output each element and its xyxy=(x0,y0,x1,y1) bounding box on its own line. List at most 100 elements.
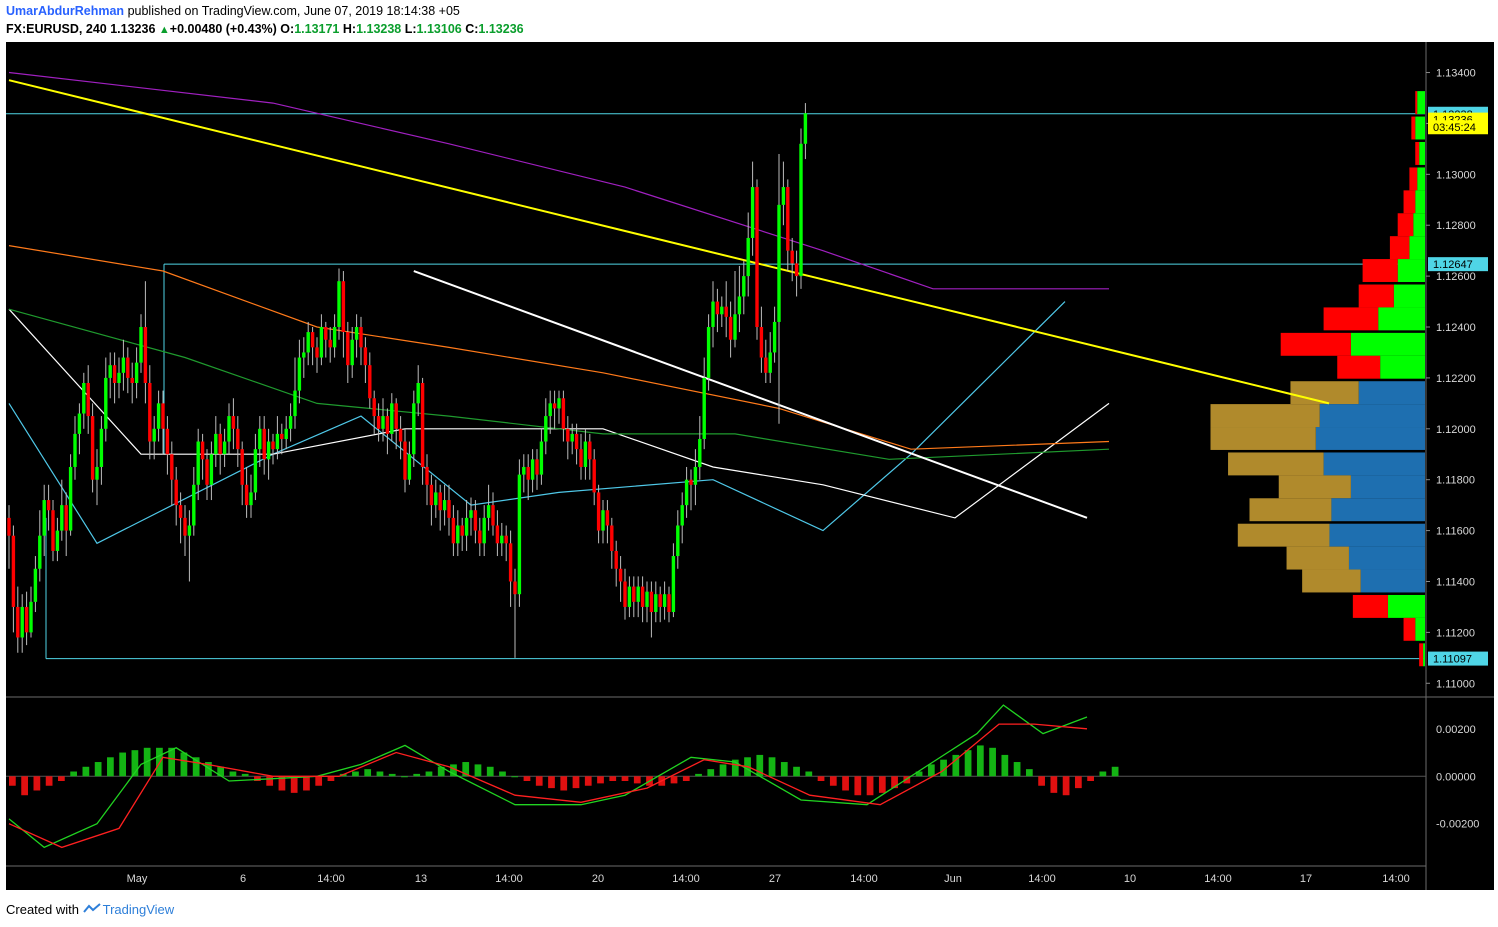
candle-down xyxy=(561,398,566,429)
y-tick-label: 1.12400 xyxy=(1436,322,1476,334)
macd-histogram-bar xyxy=(303,776,310,791)
macd-histogram-bar xyxy=(597,776,604,784)
candle-up xyxy=(601,510,605,531)
candle-up xyxy=(702,377,706,439)
candle-down xyxy=(451,517,456,544)
candle-down xyxy=(596,492,601,531)
macd-histogram-bar xyxy=(1111,766,1119,777)
candle-down xyxy=(183,517,187,536)
volume-profile-bar xyxy=(1348,546,1425,570)
candle-up xyxy=(214,433,218,455)
candle-up xyxy=(456,525,460,544)
volume-profile-bar xyxy=(1397,259,1425,282)
volume-profile-bar xyxy=(1362,259,1398,282)
macd-histogram-bar xyxy=(805,771,813,777)
macd-histogram-bar xyxy=(903,776,911,784)
candle-up xyxy=(768,352,772,373)
macd-histogram-bar xyxy=(609,776,617,781)
candle-down xyxy=(398,428,403,442)
author-link[interactable]: UmarAbdurRehman xyxy=(6,4,125,18)
candle-down xyxy=(605,510,610,526)
macd-histogram-bar xyxy=(180,752,188,777)
y-tick-label: 1.13400 xyxy=(1436,68,1476,80)
x-tick-label: 27 xyxy=(769,873,781,885)
high-value: 1.13238 xyxy=(356,22,402,36)
macd-histogram-bar xyxy=(290,776,298,793)
candle-up xyxy=(781,187,786,205)
up-arrow-icon: ▲ xyxy=(158,24,170,36)
macd-line xyxy=(8,704,1088,849)
macd-histogram-bar xyxy=(633,776,641,784)
macd-histogram-bar xyxy=(58,776,65,781)
volume-profile-bar xyxy=(1329,523,1425,547)
y-tick-label: 1.12600 xyxy=(1436,271,1476,283)
candle-down xyxy=(271,441,275,450)
candle-up xyxy=(416,382,420,404)
low-label: L: xyxy=(404,22,417,36)
macd-histogram-bar xyxy=(1013,762,1021,777)
macd-histogram-bar xyxy=(1062,776,1070,796)
macd-histogram-bar xyxy=(94,762,102,777)
candle-up xyxy=(73,433,77,467)
macd-histogram-bar xyxy=(364,769,372,777)
candle-up xyxy=(134,362,139,383)
macd-histogram-bar xyxy=(425,771,433,777)
candle-up xyxy=(464,517,469,536)
candle-up xyxy=(227,416,231,442)
macd-histogram-bar xyxy=(1001,754,1009,777)
macd-histogram-bar xyxy=(1025,769,1033,777)
candle-down xyxy=(566,428,570,442)
candle-down xyxy=(794,263,799,277)
ma-orange-line xyxy=(8,245,1110,450)
candle-up xyxy=(95,466,99,480)
macd-histogram-bar xyxy=(1087,776,1094,781)
tradingview-logo-icon xyxy=(82,903,101,913)
x-tick-label: 14:00 xyxy=(1028,873,1056,885)
volume-profile-bar xyxy=(1417,167,1425,191)
candle-up xyxy=(381,416,385,429)
candle-down xyxy=(240,449,244,485)
macd-tick-label: 0.00200 xyxy=(1436,724,1476,736)
macd-histogram-bar xyxy=(107,757,114,777)
candle-up xyxy=(654,594,658,613)
candle-up xyxy=(209,454,214,485)
candle-up xyxy=(77,413,82,434)
candle-down xyxy=(473,510,478,531)
candle-up xyxy=(517,474,522,595)
price-chart[interactable]: 1.134001.132001.130001.128001.126001.124… xyxy=(6,42,1494,890)
candle-down xyxy=(618,568,623,582)
macd-histogram-bar xyxy=(9,776,16,786)
candle-down xyxy=(200,441,205,460)
tradingview-link[interactable]: TradingView xyxy=(102,902,175,917)
candle-up xyxy=(671,556,676,613)
macd-histogram-bar xyxy=(205,762,212,777)
macd-histogram-bar xyxy=(584,776,592,786)
candle-down xyxy=(588,441,592,460)
volume-profile-bar xyxy=(1358,284,1394,308)
symbol-label[interactable]: FX:EURUSD, 240 xyxy=(6,22,107,36)
low-value: 1.13106 xyxy=(416,22,462,36)
macd-histogram-bar xyxy=(976,745,984,777)
candle-down xyxy=(614,550,618,569)
macd-histogram-bar xyxy=(1050,776,1058,793)
candle-down xyxy=(359,327,363,348)
candle-up xyxy=(104,377,108,429)
candle-up xyxy=(99,428,104,467)
candle-down xyxy=(394,403,398,429)
candle-down xyxy=(460,525,464,536)
candle-down xyxy=(64,505,68,531)
volume-profile-bar xyxy=(1393,284,1425,308)
candle-up xyxy=(772,321,777,353)
published-text: published on TradingView.com, June 07, 2… xyxy=(127,4,460,18)
macd-histogram-bar xyxy=(768,757,776,777)
volume-profile-bar xyxy=(1210,404,1320,428)
y-tick-label: 1.13000 xyxy=(1436,169,1476,181)
ma-white-line xyxy=(8,308,1110,519)
candle-down xyxy=(236,428,240,450)
volume-profile-bar xyxy=(1415,617,1425,641)
open-value: 1.13171 xyxy=(294,22,340,36)
candle-down xyxy=(178,505,183,518)
x-tick-label: 17 xyxy=(1300,873,1312,885)
volume-profile-bar xyxy=(1415,190,1425,214)
candle-down xyxy=(495,525,500,544)
